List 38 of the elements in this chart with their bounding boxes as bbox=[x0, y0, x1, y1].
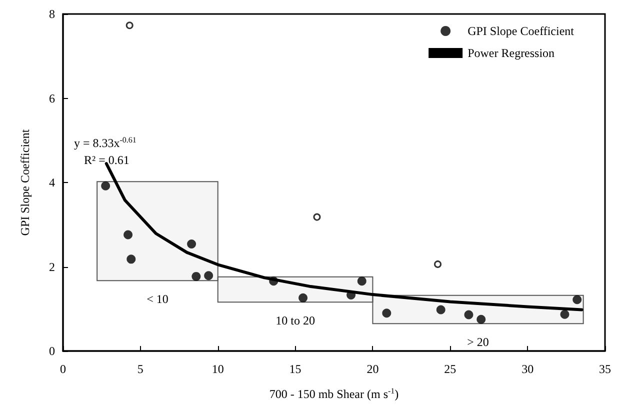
point bbox=[436, 305, 446, 314]
point bbox=[560, 310, 570, 319]
y-tick-label: 2 bbox=[49, 260, 55, 274]
point bbox=[204, 271, 214, 280]
x-tick-label: 35 bbox=[599, 362, 611, 376]
y-tick-label: 4 bbox=[49, 176, 55, 190]
legend-label: Power Regression bbox=[468, 46, 555, 60]
x-tick-label: 0 bbox=[60, 362, 66, 376]
point bbox=[382, 308, 392, 318]
point bbox=[313, 213, 321, 221]
point bbox=[357, 276, 366, 286]
point bbox=[192, 272, 201, 281]
point bbox=[124, 230, 133, 240]
x-tick-label: 25 bbox=[444, 362, 456, 376]
x-tick-label: 30 bbox=[522, 362, 534, 376]
point bbox=[464, 310, 474, 320]
point bbox=[187, 240, 196, 248]
x-tick-label: 20 bbox=[366, 362, 379, 376]
point bbox=[126, 254, 136, 264]
point bbox=[476, 314, 486, 324]
point bbox=[572, 295, 582, 304]
y-tick-label: 8 bbox=[49, 7, 55, 21]
point bbox=[298, 293, 308, 302]
y-tick-label: 6 bbox=[49, 91, 55, 106]
band-label: 10 to 20 bbox=[276, 314, 315, 328]
y-axis-title: GPI Slope Coefficient bbox=[18, 128, 32, 236]
x-tick-label: 10 bbox=[212, 362, 224, 376]
x-tick-label: 5 bbox=[137, 362, 144, 376]
legend-label: GPI Slope Coefficient bbox=[468, 24, 575, 38]
band-label: > 20 bbox=[467, 335, 489, 350]
point bbox=[269, 276, 278, 286]
band-label: < 10 bbox=[146, 292, 168, 306]
point bbox=[126, 22, 134, 30]
y-tick-label: 0 bbox=[49, 344, 55, 358]
point bbox=[434, 260, 442, 268]
x-tick-label: 15 bbox=[289, 362, 302, 376]
annotation: R² = 0.61 bbox=[84, 153, 130, 167]
point bbox=[101, 181, 110, 190]
